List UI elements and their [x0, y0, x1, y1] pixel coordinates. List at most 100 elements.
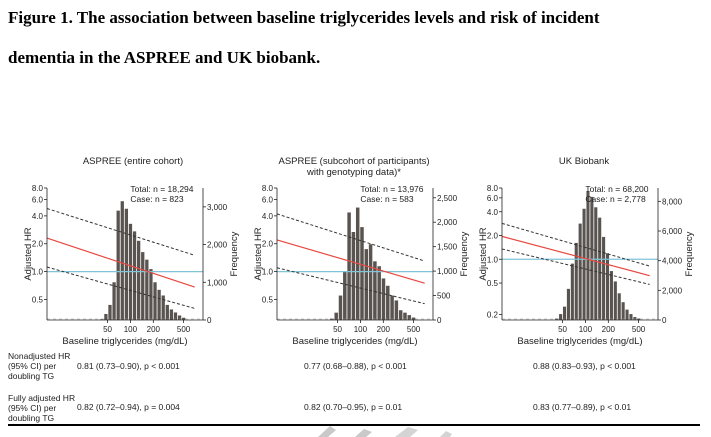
figure-title-line-1: Figure 1. The association between baseli… [8, 8, 600, 27]
histogram-bar [617, 293, 621, 320]
panel-2-title-line-1: ASPREE (subcohort of participants) [278, 156, 430, 167]
right-tick-label: 1,500 [437, 243, 458, 252]
hr-curve [46, 237, 195, 288]
left-tick-label: 0.2 [487, 310, 499, 319]
left-tick-label: 6.0 [262, 196, 274, 205]
histogram-bar [173, 312, 178, 320]
hr-curve [501, 235, 650, 277]
histogram-bar [157, 289, 161, 320]
panel-3-nonadjusted-value: 0.88 (0.83–0.93), p < 0.001 [533, 361, 636, 371]
panel-1-title-line-1: ASPREE (entire cohort) [82, 156, 184, 167]
right-tick-label: 1,000 [207, 278, 228, 287]
histogram-bar [373, 261, 377, 320]
histogram-bar [149, 269, 153, 320]
histogram-bar [347, 212, 351, 320]
histogram-bar [411, 317, 416, 320]
histogram-bar [637, 318, 641, 320]
histogram-bar [613, 281, 617, 320]
x-tick-label: 100 [124, 325, 138, 334]
left-tick-label: 8.0 [262, 184, 274, 193]
histogram-bar [621, 302, 625, 320]
x-axis-label: Baseline triglycerides (mg/dL) [292, 336, 417, 347]
x-tick-label: 500 [177, 325, 191, 334]
row-label-nonadjusted: Nonadjusted HR (95% CI) per doubling TG [8, 351, 70, 381]
panel-1-adjusted-value: 0.82 (0.72–0.94), p = 0.004 [77, 402, 180, 412]
row-label-adjusted-line-3: doubling TG [8, 413, 55, 423]
histogram-bar [605, 253, 610, 320]
left-tick-label: 2.0 [262, 240, 274, 249]
x-tick-label: 200 [377, 325, 391, 334]
left-tick-label: 2.0 [32, 240, 44, 249]
histogram-bar [582, 208, 586, 320]
left-tick-label: 0.5 [262, 295, 274, 304]
chart-aspree-entire-cohort: 0.5 1.0 2.0 4.0 6.0 8.0 0 1,000 2,000 3,000 50 100 2… [23, 184, 240, 347]
histogram-bar [132, 231, 137, 320]
histogram-bar [570, 263, 574, 320]
chart-aspree-subcohort: 0.5 1.0 2.0 4.0 6.0 8.0 0 500 1,000 1,500 2,000 2,5… [253, 184, 470, 347]
right-tick-label: 2,000 [207, 241, 228, 250]
histogram-bar [137, 240, 141, 320]
histogram-bar [351, 232, 356, 320]
bottom-rule [8, 424, 700, 426]
right-tick-label: 500 [437, 292, 451, 301]
histogram-bar [629, 314, 633, 320]
histogram-bar [169, 309, 174, 320]
x-tick-label: 500 [632, 325, 646, 334]
panel-2-title: ASPREE (subcohort of participants) with … [259, 156, 449, 178]
histogram-bar [586, 190, 590, 320]
histogram-bar [633, 317, 637, 320]
right-tick-label: 0 [207, 316, 212, 325]
chart-uk-biobank: 0.2 0.5 1.0 2.0 4.0 6.08.0 0 2,000 4,000 6,000 8,0… [478, 184, 695, 347]
right-tick-label: 0 [662, 316, 667, 325]
x-tick-label: 200 [147, 325, 161, 334]
x-tick-label: 100 [354, 325, 368, 334]
y-right-axis-label: Frequency [684, 231, 695, 276]
panel-2-adjusted-value: 0.82 (0.70–0.95), p = 0.01 [304, 402, 403, 412]
x-tick-label: 50 [558, 325, 567, 334]
row-label-adjusted-line-1: Fully adjusted HR [8, 393, 76, 403]
histogram-bar [334, 312, 338, 320]
histogram-bar [104, 313, 108, 320]
row-label-adjusted-line-2: (95% CI) per [8, 403, 57, 413]
histogram-bar [602, 236, 606, 320]
panel-1-title: ASPREE (entire cohort) [38, 156, 228, 167]
histogram-bar [368, 244, 373, 320]
left-tick-label: 6.0 [32, 196, 44, 205]
right-tick-label: 0 [437, 316, 442, 325]
watermark-fragment [318, 426, 452, 437]
panel-3-adjusted-value: 0.83 (0.77–0.89), p < 0.01 [533, 402, 632, 412]
y-right-axis-label: Frequency [229, 231, 240, 276]
histogram-bar [394, 300, 399, 320]
ci-upper-line [501, 222, 650, 267]
left-tick-label: 0.5 [487, 279, 499, 288]
histogram-bar [364, 249, 369, 320]
panel-2-nonadjusted-value: 0.77 (0.68–0.88), p < 0.001 [304, 361, 407, 371]
panel-2-title-line-2: with genotyping data)* [306, 167, 401, 178]
case-annotation: Case: n = 823 [130, 194, 183, 204]
histogram-bar [574, 242, 578, 320]
histogram-bar [386, 285, 390, 320]
histogram-bar [590, 196, 594, 320]
y-left-axis-label: Adjusted HR [253, 227, 264, 280]
case-annotation: Case: n = 583 [360, 194, 413, 204]
right-tick-label: 2,000 [437, 218, 458, 227]
right-tick-label: 2,000 [662, 286, 683, 295]
histogram-bar [559, 314, 563, 320]
histogram-bar [609, 271, 613, 320]
left-tick-label: 0.5 [32, 295, 44, 304]
x-tick-label: 500 [407, 325, 421, 334]
row-label-adjusted: Fully adjusted HR (95% CI) per doubling … [8, 393, 75, 423]
total-annotation: Total: n = 13,976 [360, 184, 423, 194]
x-tick-label: 50 [103, 325, 112, 334]
right-tick-label: 4,000 [662, 257, 683, 266]
panel-3-title: UK Biobank [489, 156, 679, 167]
left-tick-label: 1.0 [487, 255, 499, 264]
x-tick-label: 100 [579, 325, 593, 334]
histogram-bar [182, 317, 186, 320]
total-annotation: Total: n = 18,294 [130, 184, 193, 194]
histogram-bar [390, 295, 394, 320]
histogram-bar [108, 304, 112, 320]
histogram-bar [120, 201, 124, 320]
histogram-bar [343, 271, 347, 320]
ci-lower-line [46, 266, 195, 309]
